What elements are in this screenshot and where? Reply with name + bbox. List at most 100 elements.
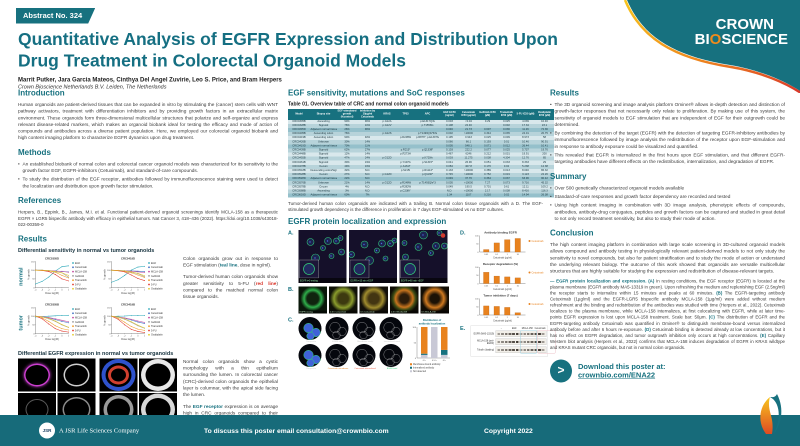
table-row: CRC0461B Sigmoid 30% 19% p.Y107fs p.S1315* 0.0… [288,160,554,165]
svg-text:50: 50 [476,244,479,246]
panel-c-image [352,317,376,341]
svg-text:Cetuximab (µg/ml): Cetuximab (µg/ml) [493,288,512,291]
svg-text:50: 50 [108,325,111,327]
svg-text:MCLA-158: MCLA-158 [75,270,88,273]
svg-text:CRC0305D: CRC0305D [45,256,59,260]
svg-text:MCLA-158: MCLA-158 [75,316,88,319]
svg-text:% growth: % growth [104,269,107,280]
bullet-item: An established biobank of normal colon a… [18,161,278,174]
sensitivity-figure: normal CRC0305D 0 50 100 150 -4 -3 -2 -1 0 1 Dose lo… [18,255,278,347]
svg-text:0: 0 [415,358,417,360]
table-header-cell: Oxaliplatin IC50 (µM) [535,109,554,120]
svg-text:150: 150 [31,261,35,263]
svg-text:-3: -3 [41,289,44,291]
methods-bullets: An established biobank of normal colon a… [18,161,278,190]
table-row: CRC0528D Adjacent normal tissue 22% N.D. 0.0… [288,177,554,182]
table-header-cell: Inhibition by 10µg/ml Cetuximab [357,109,378,120]
svg-text:EGFR t=60 min +EGF: EGFR t=60 min +EGF [401,280,424,283]
svg-text:Cetuximab: Cetuximab [532,303,545,306]
panel-c-image [325,344,349,368]
svg-text:1: 1 [144,335,146,337]
svg-text:CRC0305B: CRC0305B [45,302,59,306]
bullet-item: Standard-of-care responses and growth fa… [550,193,785,200]
panel-c-caption: Membrane mask [357,340,373,343]
table-row: CRC0528B Cecum 27% N.D. p.G12D p.Q1130* 0.745 >… [288,172,554,178]
microscopy-tile-tumor-2 [139,358,177,392]
svg-text:100: 100 [31,270,35,272]
dose-response-chart: CRC0419D 0 50 100 150 -4 -3 -2 -1 0 1 Dose log(M) % … [104,256,164,295]
svg-text:-4: -4 [35,289,38,291]
svg-text:-1: -1 [130,289,133,291]
svg-text:0: 0 [33,333,35,335]
panel-c-image [325,317,349,341]
panel-a-image: EGFR t=60 min +EGF [399,230,448,284]
panel-c-label: C. [288,317,294,324]
panel-b-tile-1: EGFR resting [298,286,327,314]
svg-text:-3: -3 [41,335,44,337]
svg-text:Trametinib: Trametinib [151,325,163,328]
svg-text:CRC0419B: CRC0419B [121,302,135,306]
svg-text:EGF: EGF [75,262,81,265]
svg-text:0.01: 0.01 [484,317,489,319]
download-link[interactable]: crownbio.com/ENA22 [578,371,656,380]
footer-copyright: Copyright 2022 [484,426,533,435]
svg-text:-4: -4 [35,335,38,337]
dose-response-chart: CRC0419B 0 50 100 150 -4 -3 -2 -1 0 1 Dose log(M) % … [104,302,164,341]
svg-text:50: 50 [476,307,479,309]
svg-text:0: 0 [109,287,111,289]
svg-text:50: 50 [414,342,417,344]
svg-text:Oxaliplatin: Oxaliplatin [151,334,163,337]
svg-text:Oxaliplatin: Oxaliplatin [151,288,163,291]
cetuximab-bar-chart: Antibody binding EGFR 0 50 100 0.01 0.1 1 10 Cet… [475,231,544,260]
svg-text:% growth: % growth [104,315,107,326]
svg-text:10: 10 [517,317,520,319]
bullet-item: This revealed that EGFR is internalized … [550,152,785,165]
methods-heading: Methods [18,148,51,157]
conclusion-text: The high content imaging platform in com… [550,242,785,275]
svg-text:Cetuximab (µg/ml): Cetuximab (µg/ml) [493,320,512,323]
panel-b-tile-3: 6 h Cetuximab [359,286,388,314]
jsr-logo: JSR [39,422,55,439]
left-column: Introduction Human organoids are patient… [18,89,278,433]
svg-text:EGF: EGF [75,308,81,311]
footer-email[interactable]: To discuss this poster email consultatio… [204,426,389,435]
svg-text:% growth: % growth [28,269,31,280]
blot-row: Tubulin (loading) [472,346,547,354]
svg-text:0: 0 [109,333,111,335]
affiliation: Crown Bioscience Netherlands B.V. Leiden… [18,84,167,90]
dose-response-chart: CRC0305B 0 50 100 150 -4 -3 -2 -1 0 1 Dose log(M) % … [28,302,88,341]
organoid-overview-table: Model Biopsy site EGF-stimulated growth (%… [288,109,554,198]
table-header-cell: 5-FU IC50 (µM) [516,109,535,120]
table-row: CRC0328B Sigmoid 76% 10% p.G12V p.T1556fs 0.10… [288,123,554,128]
table-header-cell: TP53 [396,109,415,120]
summary-heading: Summary [550,172,587,181]
panel-a-image: EGFR t=0 resting [298,230,347,284]
panel-b-tile-5: 6 h MCLA-158 [420,286,449,314]
svg-text:Membrane-bound antibody: Membrane-bound antibody [413,363,441,366]
bullet-item: Over 500 genetically characterized organ… [550,185,785,192]
svg-text:antibody localization: antibody localization [419,322,446,326]
panel-c-image [298,317,322,341]
table-row: CRC0405B Ascending colon 76% p.G12S p.T1493Q… [288,132,554,137]
chart-row-label: tumor [18,315,24,331]
references-heading: References [18,196,62,205]
svg-text:100: 100 [475,235,479,237]
table-header-cell: KRAS [378,109,396,120]
svg-text:Cetuximab: Cetuximab [532,272,545,275]
svg-text:5-FU: 5-FU [151,329,157,332]
svg-text:100: 100 [413,327,417,329]
table-row: CRC0439B Sigmoid 62% 27% p.R213* p.Q1338* 0.10… [288,148,554,153]
svg-text:EGFR t=15 min +EGF: EGFR t=15 min +EGF [351,280,374,283]
expression-caption-1: Normal colon organoids show a cystic mor… [183,358,278,398]
svg-text:0.01: 0.01 [484,254,489,256]
table-header-cell: APC [415,109,440,120]
svg-text:EGFR t=0 resting: EGFR t=0 resting [300,280,319,283]
svg-text:5-FU: 5-FU [75,329,81,332]
table-header-cell: Biopsy site [310,109,337,120]
svg-text:Dose log(M): Dose log(M) [45,292,59,295]
table-row: CRC0426B Unknown 30% 14% 0.066 66.1 0.193 0.01 1… [288,140,554,145]
svg-text:50: 50 [32,325,35,327]
svg-text:% growth: % growth [28,315,31,326]
blot-row: EGFR (MA5-13319) [472,330,547,338]
abstract-badge: Abstract No. 324 [16,8,95,24]
